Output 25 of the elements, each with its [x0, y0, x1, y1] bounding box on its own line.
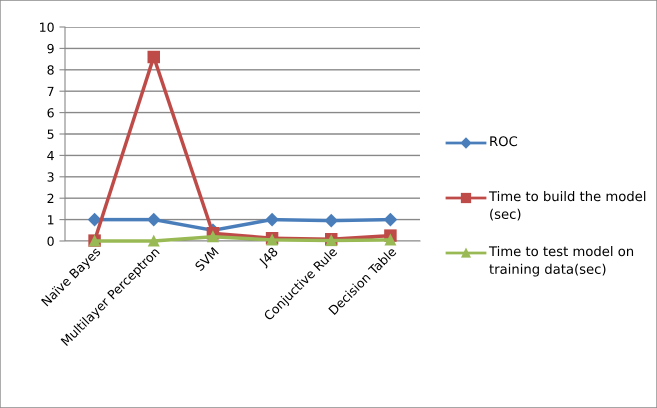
- point: [207, 231, 218, 242]
- point: [147, 213, 160, 226]
- y-tick-label: 8: [47, 65, 54, 75]
- x-tick-label: J48: [258, 246, 280, 269]
- point: [148, 235, 160, 247]
- point: [266, 234, 278, 246]
- y-tick-label: 7: [48, 86, 54, 96]
- y-tick-label: 2: [48, 194, 54, 203]
- point: [324, 214, 338, 228]
- legend-label: Time to build the model (sec): [488, 191, 646, 221]
- y-tick-label: 4: [47, 151, 54, 160]
- y-tick-label: 0: [47, 236, 54, 246]
- legend-label: Time to test model on training data(sec): [488, 246, 634, 277]
- y-tick-label: 5: [48, 130, 54, 139]
- y-tick-label: 10: [40, 22, 54, 32]
- y-tick-label: 9: [47, 44, 54, 54]
- point: [148, 50, 160, 64]
- point: [384, 213, 398, 226]
- y-tick-label: 6: [48, 108, 54, 118]
- legend-label: ROC: [490, 136, 518, 146]
- y-tick-label: 1: [48, 215, 54, 224]
- point: [384, 234, 396, 246]
- point: [88, 213, 102, 226]
- point: [265, 213, 279, 226]
- y-tick-label: 3: [48, 172, 54, 182]
